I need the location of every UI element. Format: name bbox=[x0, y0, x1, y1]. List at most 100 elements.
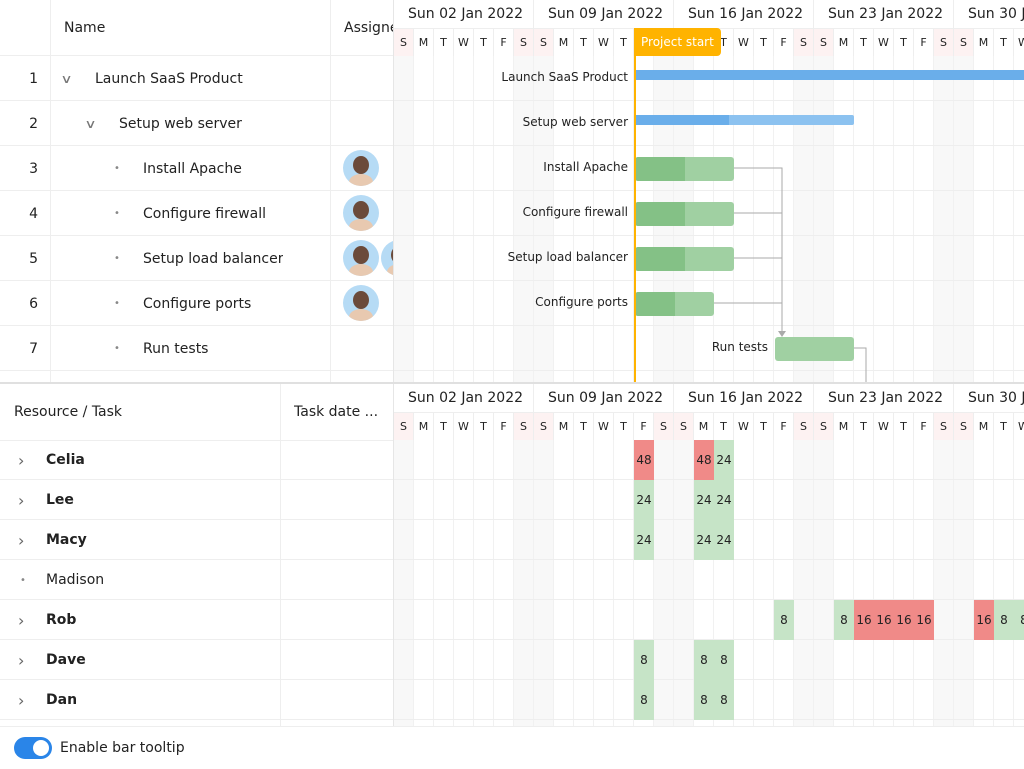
day-header: M bbox=[554, 412, 574, 440]
resource-name[interactable]: Madison bbox=[46, 572, 105, 588]
day-header: F bbox=[774, 28, 794, 56]
task-bar[interactable] bbox=[635, 292, 714, 316]
day-column bbox=[474, 440, 494, 726]
parent-task-bar[interactable] bbox=[634, 70, 1024, 80]
day-column bbox=[954, 56, 974, 383]
day-header: M bbox=[554, 28, 574, 56]
day-header: T bbox=[474, 412, 494, 440]
allocation-cell[interactable]: 24 bbox=[634, 480, 654, 520]
bar-tooltip-toggle[interactable] bbox=[14, 737, 52, 759]
resource-name[interactable]: Macy bbox=[46, 532, 87, 548]
dependency-line[interactable] bbox=[734, 212, 783, 333]
allocation-cell[interactable]: 48 bbox=[694, 440, 714, 480]
allocation-cell[interactable]: 8 bbox=[714, 680, 734, 720]
day-column bbox=[974, 56, 994, 383]
day-column bbox=[954, 440, 974, 726]
task-name[interactable]: Configure ports bbox=[143, 295, 252, 312]
bar-label: Run tests bbox=[711, 340, 768, 354]
allocation-cell[interactable]: 16 bbox=[894, 600, 914, 640]
day-header: F bbox=[914, 28, 934, 56]
allocation-cell[interactable]: 16 bbox=[874, 600, 894, 640]
dependency-line[interactable] bbox=[714, 302, 783, 333]
expand-chevron-icon[interactable]: › bbox=[18, 530, 25, 550]
allocation-cell[interactable]: 8 bbox=[694, 640, 714, 680]
allocation-cell[interactable]: 16 bbox=[974, 600, 994, 640]
toggle-label: Enable bar tooltip bbox=[60, 740, 185, 756]
allocation-cell[interactable]: 24 bbox=[634, 520, 654, 560]
allocation-cell[interactable]: 8 bbox=[1014, 600, 1024, 640]
allocation-cell[interactable]: 16 bbox=[854, 600, 874, 640]
dependency-line[interactable] bbox=[734, 257, 783, 333]
allocation-cell[interactable]: 8 bbox=[994, 600, 1014, 640]
collapse-chevron-icon[interactable]: ∨ bbox=[60, 71, 73, 86]
splitter[interactable] bbox=[0, 382, 1024, 384]
day-column bbox=[454, 440, 474, 726]
allocation-cell[interactable]: 24 bbox=[714, 480, 734, 520]
task-name[interactable]: Install Apache bbox=[143, 160, 242, 177]
allocation-cell[interactable]: 8 bbox=[634, 680, 654, 720]
row-divider bbox=[0, 519, 393, 520]
day-header: S bbox=[934, 28, 954, 56]
resource-name[interactable]: Dan bbox=[46, 692, 78, 708]
column-header-assignee[interactable]: Assignee bbox=[344, 19, 393, 36]
day-header: S bbox=[534, 28, 554, 56]
row-divider bbox=[394, 599, 1024, 600]
row-divider bbox=[394, 280, 1024, 281]
day-column bbox=[934, 440, 954, 726]
row-divider bbox=[0, 479, 393, 480]
resource-grid: Resource / Task Task date ... › Celia › Lee… bbox=[0, 384, 394, 726]
day-header: W bbox=[454, 28, 474, 56]
task-name[interactable]: Configure firewall bbox=[143, 205, 266, 222]
allocation-cell[interactable]: 24 bbox=[694, 480, 714, 520]
day-column bbox=[694, 440, 714, 726]
expand-chevron-icon[interactable]: › bbox=[18, 490, 25, 510]
day-column bbox=[634, 440, 654, 726]
day-column bbox=[574, 56, 594, 383]
dependency-line[interactable] bbox=[854, 347, 867, 383]
allocation-cell[interactable]: 8 bbox=[714, 640, 734, 680]
day-column bbox=[794, 440, 814, 726]
task-name[interactable]: Launch SaaS Product bbox=[95, 70, 243, 87]
allocation-cell[interactable]: 48 bbox=[634, 440, 654, 480]
allocation-cell[interactable]: 8 bbox=[774, 600, 794, 640]
column-header-resource[interactable]: Resource / Task bbox=[14, 404, 123, 420]
collapse-chevron-icon[interactable]: ∨ bbox=[84, 116, 97, 131]
day-column bbox=[454, 56, 474, 383]
expand-chevron-icon[interactable]: › bbox=[18, 610, 25, 630]
dependency-line[interactable] bbox=[734, 167, 783, 333]
allocation-cell[interactable]: 24 bbox=[694, 520, 714, 560]
task-name[interactable]: Setup web server bbox=[119, 115, 242, 132]
expand-chevron-icon[interactable]: › bbox=[18, 650, 25, 670]
allocation-cell[interactable]: 16 bbox=[914, 600, 934, 640]
day-header: S bbox=[674, 412, 694, 440]
week-header: Sun 30 Jan 2022 bbox=[954, 384, 1024, 412]
resource-name[interactable]: Lee bbox=[46, 492, 74, 508]
allocation-cell[interactable]: 8 bbox=[834, 600, 854, 640]
column-header-task-date[interactable]: Task date ... bbox=[294, 404, 379, 420]
expand-chevron-icon[interactable]: › bbox=[18, 690, 25, 710]
task-bar[interactable] bbox=[635, 247, 734, 271]
day-header: T bbox=[994, 28, 1014, 56]
avatar-celia bbox=[343, 285, 379, 321]
allocation-cell[interactable]: 8 bbox=[694, 680, 714, 720]
day-column bbox=[834, 56, 854, 383]
row-number: 5 bbox=[29, 250, 38, 267]
task-bar[interactable] bbox=[775, 337, 854, 361]
task-bar[interactable] bbox=[635, 202, 734, 226]
allocation-cell[interactable]: 24 bbox=[714, 520, 734, 560]
column-header-name[interactable]: Name bbox=[64, 19, 106, 36]
resource-name[interactable]: Rob bbox=[46, 612, 77, 628]
resource-name[interactable]: Dave bbox=[46, 652, 86, 668]
day-header: W bbox=[1014, 28, 1024, 56]
expand-chevron-icon[interactable]: › bbox=[18, 450, 25, 470]
resource-name[interactable]: Celia bbox=[46, 452, 85, 468]
allocation-cell[interactable]: 24 bbox=[714, 440, 734, 480]
parent-task-bar[interactable] bbox=[634, 115, 854, 125]
week-header: Sun 30 Jan 2022 bbox=[954, 0, 1024, 28]
row-divider bbox=[0, 325, 393, 326]
task-name[interactable]: Run tests bbox=[143, 340, 209, 357]
task-name[interactable]: Setup load balancer bbox=[143, 250, 284, 267]
project-start-label[interactable]: Project start bbox=[634, 28, 721, 56]
task-bar[interactable] bbox=[635, 157, 734, 181]
allocation-cell[interactable]: 8 bbox=[634, 640, 654, 680]
